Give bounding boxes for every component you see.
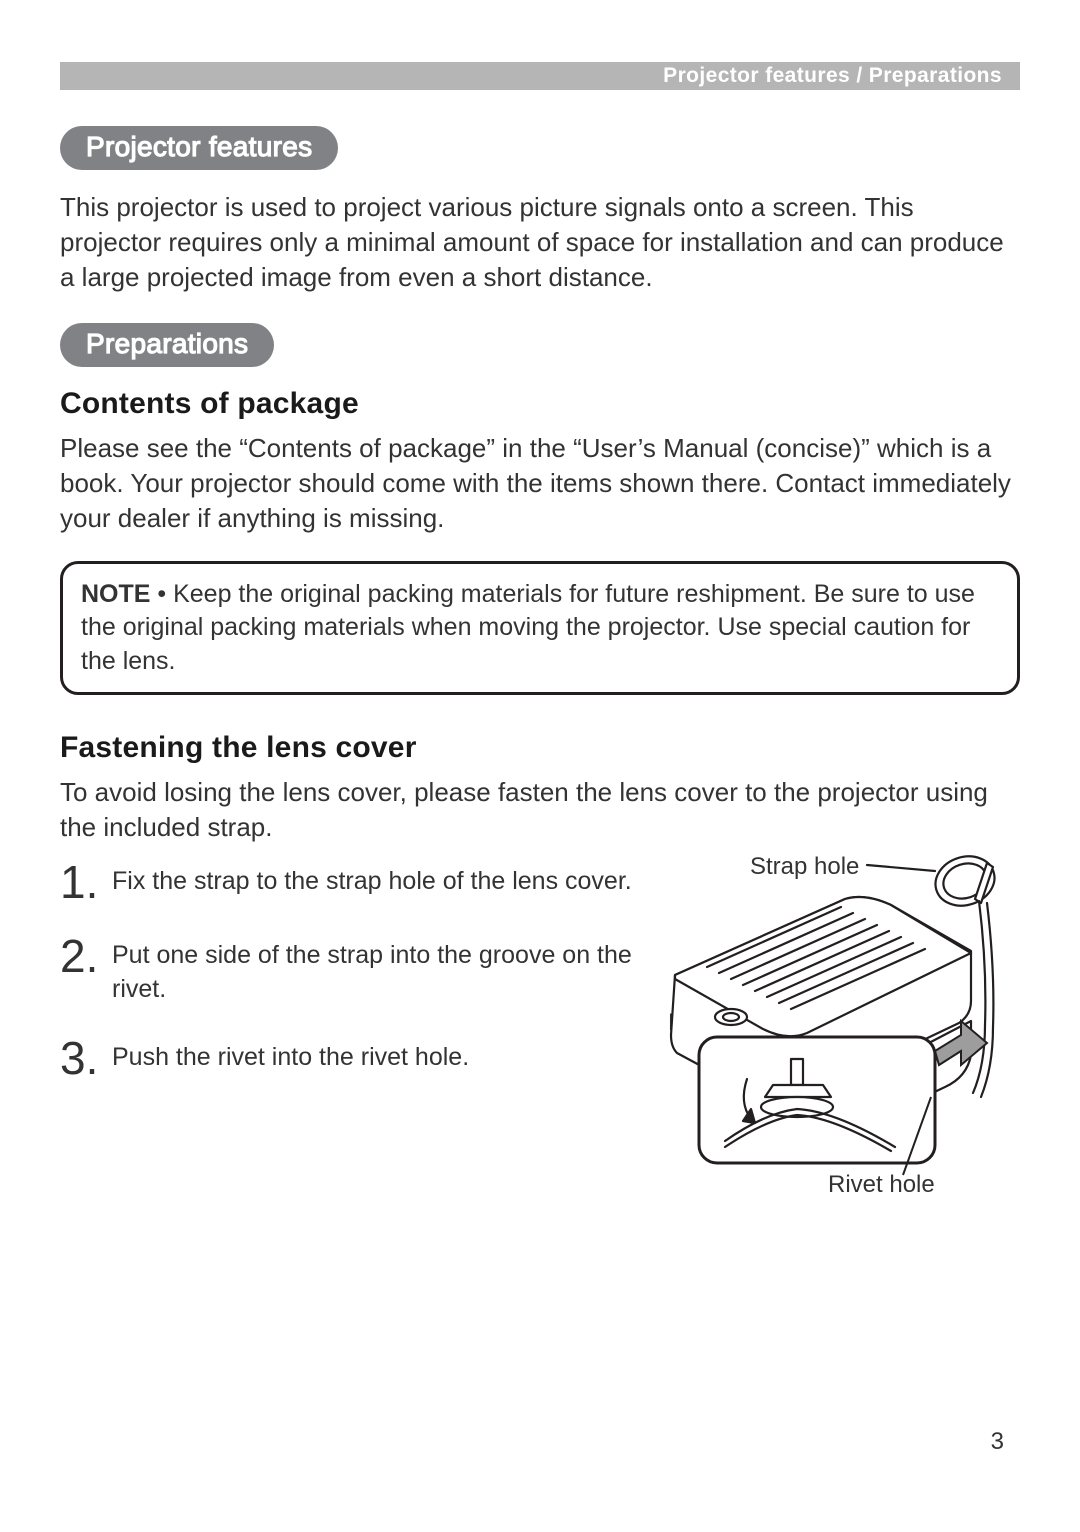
step-number: 2.: [60, 933, 112, 979]
step-number: 3.: [60, 1035, 112, 1081]
page-number: 3: [991, 1428, 1004, 1456]
projector-diagram-icon: [635, 845, 1035, 1205]
step-item: 3. Push the rivet into the rivet hole.: [60, 1039, 642, 1081]
header-breadcrumb: Projector features / Preparations: [663, 64, 1002, 88]
heading-fastening-lens-cover: Fastening the lens cover: [60, 731, 1020, 765]
steps-list: 1. Fix the strap to the strap hole of th…: [60, 853, 660, 1113]
heading-contents-of-package: Contents of package: [60, 387, 1020, 421]
header-bar: Projector features / Preparations: [60, 62, 1020, 90]
contents-paragraph: Please see the “Contents of package” in …: [60, 431, 1020, 536]
step-item: 1. Fix the strap to the strap hole of th…: [60, 863, 642, 905]
note-box: NOTE • Keep the original packing materia…: [60, 561, 1020, 696]
section-pill-preparations: Preparations: [60, 323, 274, 367]
step-number: 1.: [60, 859, 112, 905]
note-text: • Keep the original packing materials fo…: [81, 580, 975, 675]
step-text: Fix the strap to the strap hole of the l…: [112, 863, 632, 899]
step-item: 2. Put one side of the strap into the gr…: [60, 937, 642, 1007]
note-label: NOTE: [81, 580, 150, 608]
step-text: Put one side of the strap into the groov…: [112, 937, 642, 1007]
section-pill-projector-features: Projector features: [60, 126, 338, 170]
intro-paragraph: This projector is used to project variou…: [60, 190, 1020, 295]
step-text: Push the rivet into the rivet hole.: [112, 1039, 469, 1075]
fastening-paragraph: To avoid losing the lens cover, please f…: [60, 775, 1020, 845]
